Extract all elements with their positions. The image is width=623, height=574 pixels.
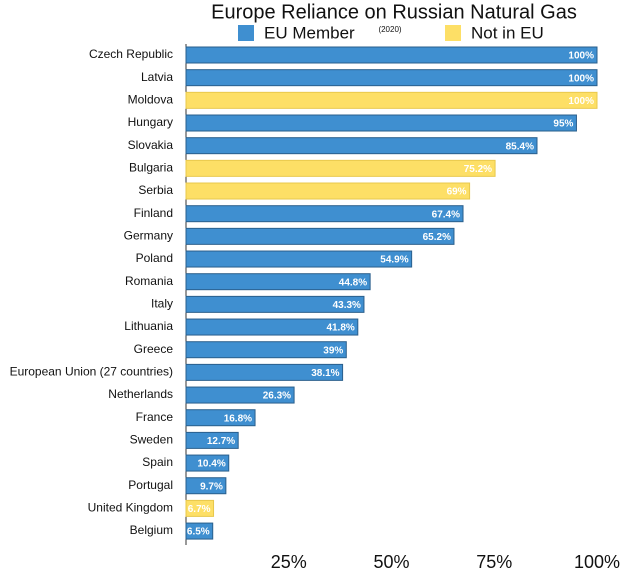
y-tick-label: Latvia bbox=[141, 70, 173, 84]
chart-title: Europe Reliance on Russian Natural Gas bbox=[211, 1, 577, 23]
y-tick-label: Finland bbox=[134, 206, 173, 220]
data-label: 16.8% bbox=[224, 413, 252, 424]
y-tick-label: Moldova bbox=[128, 93, 174, 107]
bar bbox=[185, 69, 598, 87]
bar bbox=[185, 409, 256, 427]
data-label: 67.4% bbox=[432, 209, 460, 220]
data-label: 10.4% bbox=[197, 459, 225, 470]
bar bbox=[185, 295, 365, 313]
data-label: 6.7% bbox=[188, 504, 211, 515]
data-label: 100% bbox=[568, 73, 594, 84]
data-label: 26.3% bbox=[263, 391, 291, 402]
data-label: 75.2% bbox=[464, 164, 492, 175]
bar bbox=[185, 250, 413, 268]
legend-label: EU Member bbox=[264, 23, 355, 42]
data-label: 9.7% bbox=[200, 481, 223, 492]
y-tick-label: Bulgaria bbox=[129, 161, 173, 175]
data-label: 43.3% bbox=[333, 300, 361, 311]
bar bbox=[185, 431, 239, 449]
y-tick-label: Slovakia bbox=[128, 138, 174, 152]
y-tick-label: Lithuania bbox=[124, 319, 173, 333]
bar bbox=[185, 205, 464, 223]
data-label: 38.1% bbox=[311, 368, 339, 379]
x-tick-label: 50% bbox=[373, 552, 409, 572]
bar bbox=[185, 159, 496, 177]
x-tick-label: 25% bbox=[271, 552, 307, 572]
bar bbox=[185, 182, 471, 200]
y-tick-label: Serbia bbox=[138, 183, 173, 197]
bar bbox=[185, 114, 577, 132]
bar bbox=[185, 137, 538, 155]
bar bbox=[185, 522, 214, 540]
legend-label: Not in EU bbox=[471, 23, 544, 42]
data-label: 100% bbox=[568, 96, 594, 107]
y-tick-label: Germany bbox=[124, 229, 173, 243]
y-tick-label: United Kingdom bbox=[88, 501, 173, 515]
y-tick-label: Belgium bbox=[130, 523, 173, 537]
data-label: 54.9% bbox=[380, 255, 408, 266]
y-tick-label: Greece bbox=[134, 342, 174, 356]
chart-subtitle: (2020) bbox=[378, 25, 401, 34]
y-tick-label: Sweden bbox=[130, 433, 173, 447]
data-label: 6.5% bbox=[187, 527, 210, 538]
y-tick-label: Hungary bbox=[128, 115, 173, 129]
y-tick-label: European Union (27 countries) bbox=[10, 365, 173, 379]
data-label: 69% bbox=[447, 187, 467, 198]
legend-swatch bbox=[445, 25, 461, 41]
bar bbox=[185, 386, 295, 404]
y-tick-label: Spain bbox=[142, 455, 173, 469]
data-label: 95% bbox=[553, 119, 573, 130]
x-tick-label: 75% bbox=[476, 552, 512, 572]
y-tick-label: Poland bbox=[136, 251, 173, 265]
y-tick-label: Czech Republic bbox=[89, 47, 173, 61]
data-label: 39% bbox=[323, 345, 343, 356]
legend-swatch bbox=[238, 25, 254, 41]
y-tick-label: Italy bbox=[151, 297, 173, 311]
bar bbox=[185, 318, 359, 336]
data-label: 41.8% bbox=[326, 323, 354, 334]
y-tick-label: France bbox=[136, 410, 174, 424]
data-label: 100% bbox=[568, 51, 594, 62]
data-label: 44.8% bbox=[339, 277, 367, 288]
y-tick-label: Netherlands bbox=[108, 387, 173, 401]
data-label: 65.2% bbox=[423, 232, 451, 243]
bar bbox=[185, 46, 598, 64]
data-label: 12.7% bbox=[207, 436, 235, 447]
bar bbox=[185, 454, 230, 472]
bar bbox=[185, 227, 455, 245]
x-tick-label: 100% bbox=[574, 552, 620, 572]
bar bbox=[185, 273, 371, 291]
bar bbox=[185, 341, 347, 359]
bar bbox=[185, 91, 598, 109]
bar bbox=[185, 499, 215, 517]
bar bbox=[185, 363, 344, 381]
bar bbox=[185, 477, 227, 495]
y-tick-label: Portugal bbox=[128, 478, 173, 492]
y-tick-label: Romania bbox=[125, 274, 173, 288]
data-label: 85.4% bbox=[506, 141, 534, 152]
